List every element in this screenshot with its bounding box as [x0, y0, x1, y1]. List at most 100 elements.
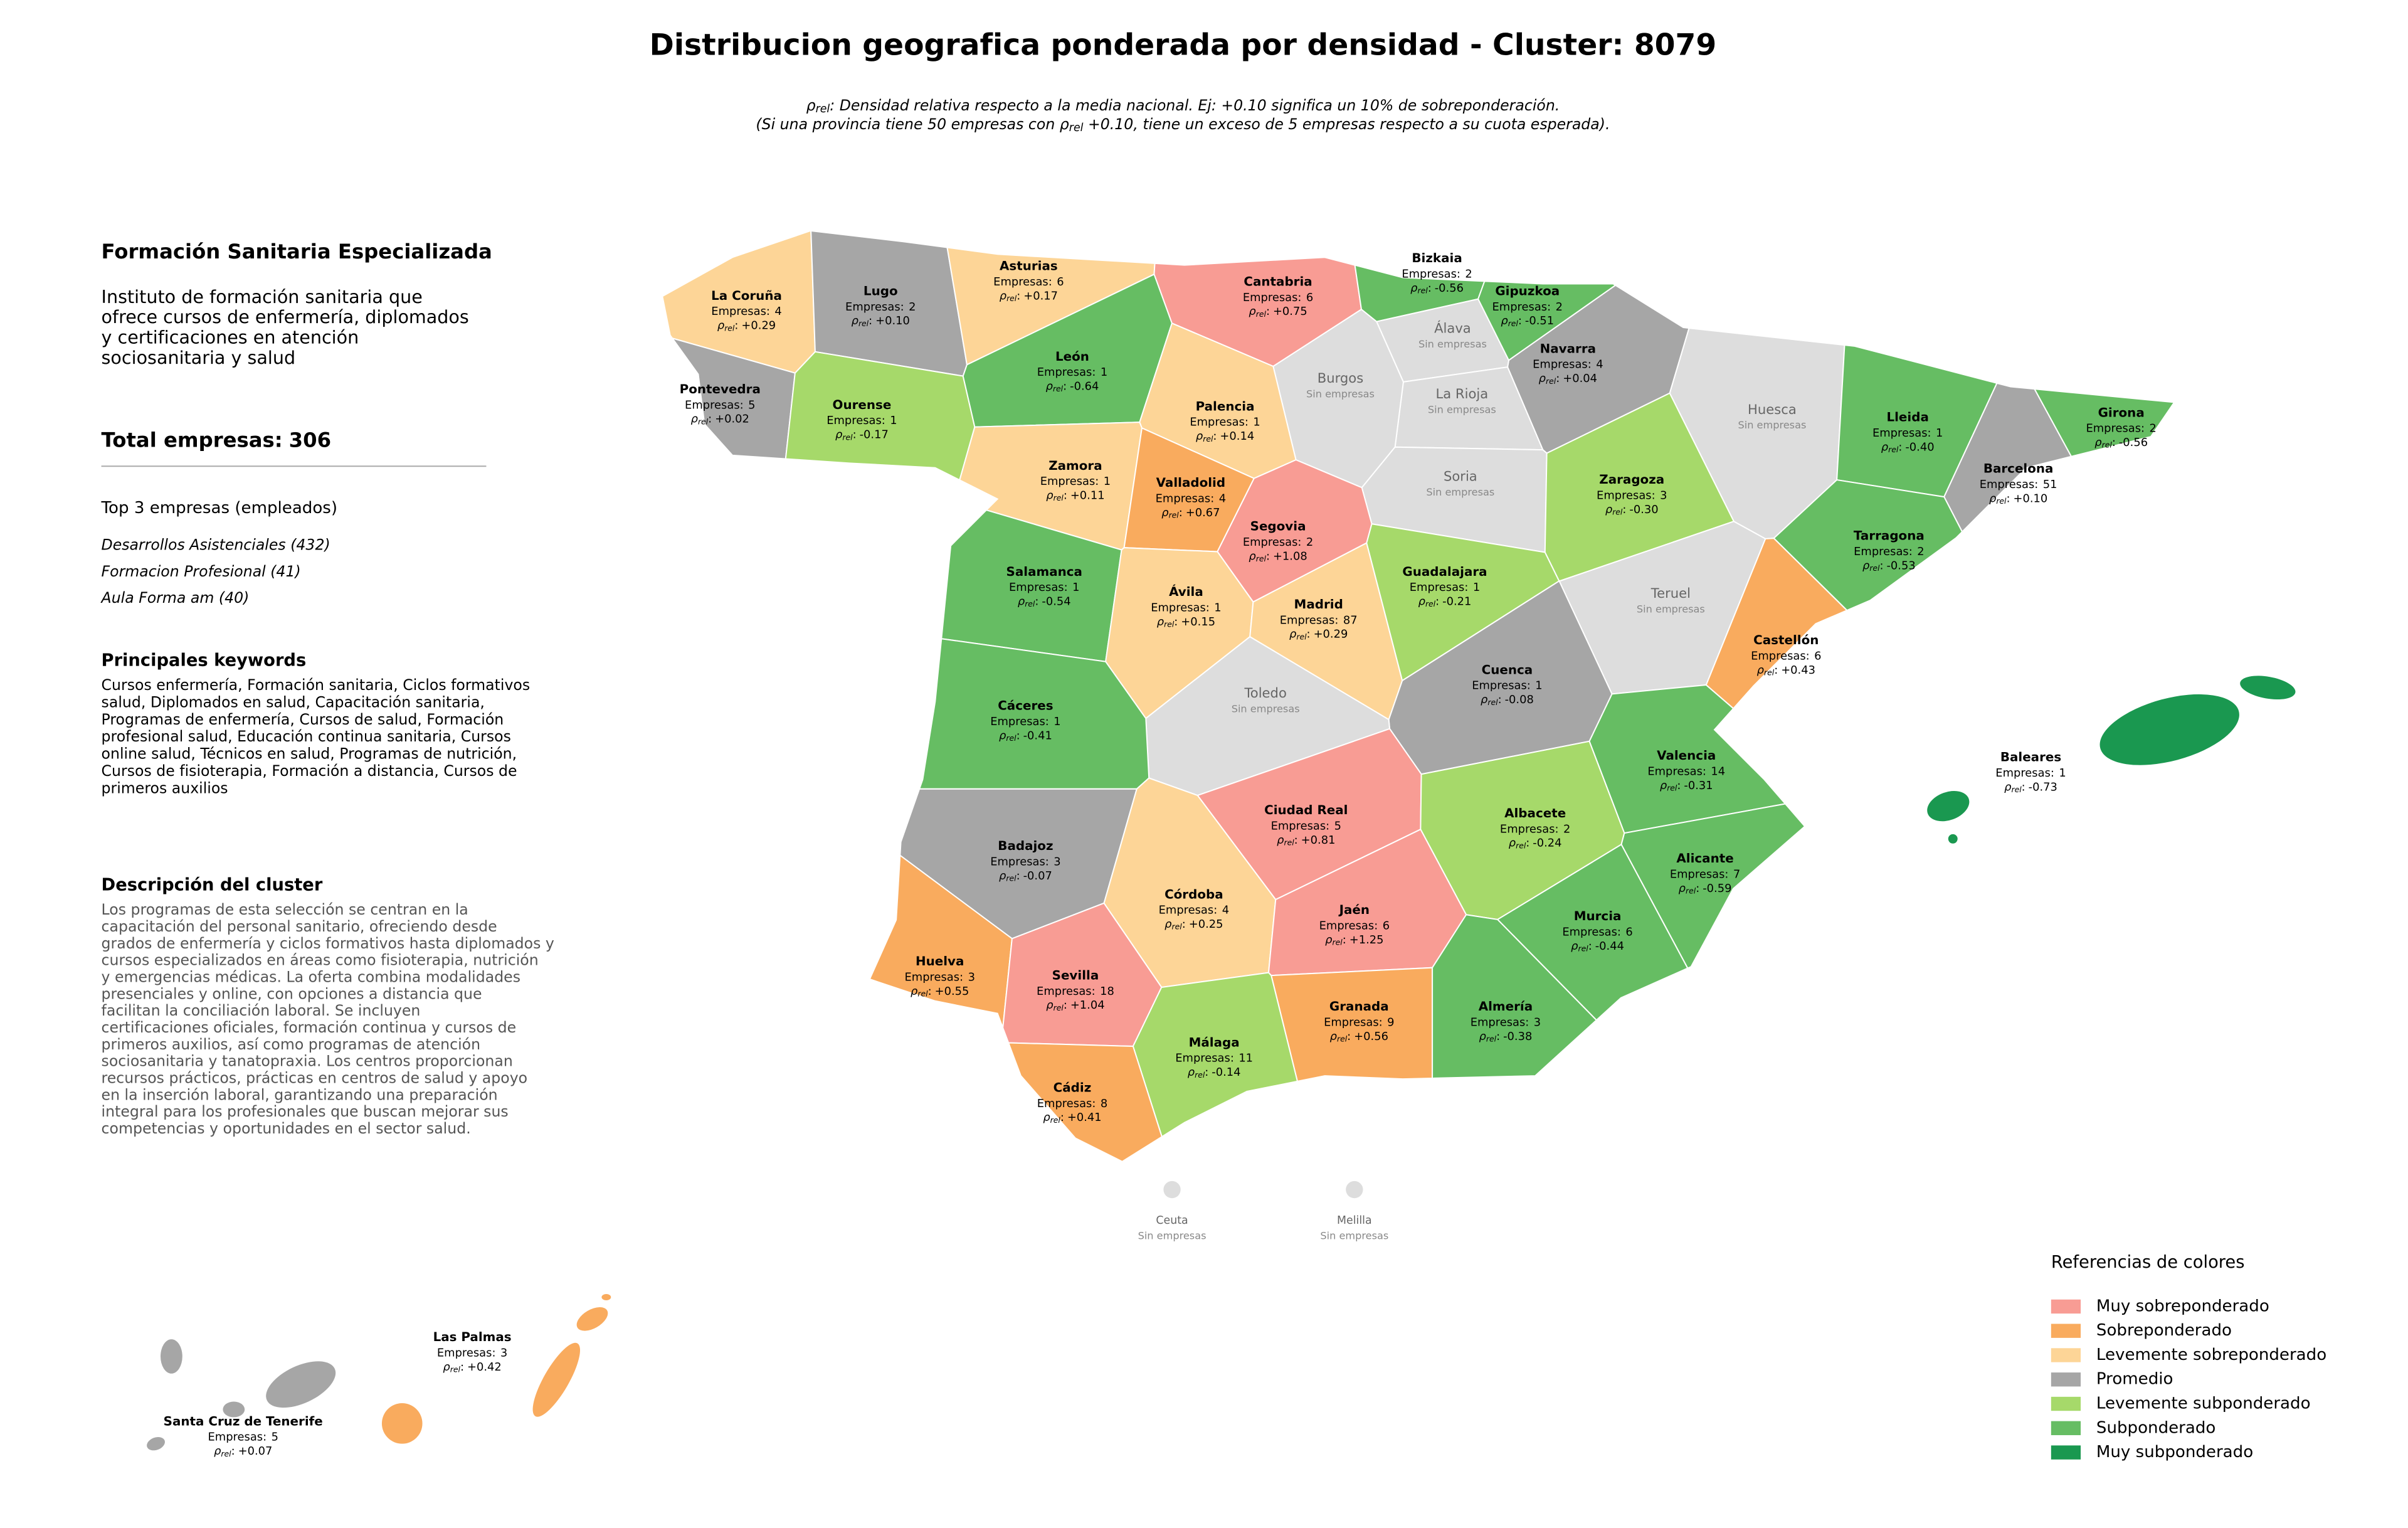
rho: ρrel: +0.02: [691, 413, 749, 426]
no-companies: Sin empresas: [1426, 486, 1494, 498]
companies-value: 1: [1054, 715, 1060, 728]
rho: ρrel: +0.43: [1757, 664, 1815, 677]
rho: ρrel: -0.30: [1605, 503, 1659, 516]
province-name: Toledo: [1244, 685, 1286, 701]
province-name: Melilla: [1337, 1214, 1372, 1227]
rho-sub: rel: [1888, 445, 1899, 454]
intro-line: sociosanitaria y salud: [102, 347, 296, 368]
keywords-line: Programas de enfermería, Cursos de salud…: [102, 711, 504, 728]
province-name: Cádiz: [1054, 1080, 1092, 1095]
rho-sep: :: [1063, 380, 1067, 393]
rho-value: +0.15: [1181, 615, 1215, 629]
keywords-line: salud, Diplomados en salud, Capacitación…: [102, 694, 485, 711]
companies-value: 5: [272, 1431, 278, 1444]
description-line: competencias y oportunidades en el secto…: [102, 1120, 471, 1137]
rho: ρrel: -0.07: [999, 869, 1052, 883]
subtitle-text: (Si una provincia tiene 50 empresas con …: [756, 115, 1069, 132]
rho-symbol: ρ: [1418, 595, 1426, 608]
companies: Empresas: 4: [711, 305, 781, 318]
description-line: integral para los profesionales que busc…: [102, 1103, 509, 1120]
rho-symbol: ρ: [1249, 549, 1256, 563]
rho-value: +0.56: [1354, 1030, 1388, 1043]
rho-value: -0.07: [1023, 869, 1052, 883]
rho: ρrel: +0.29: [1289, 628, 1348, 641]
rho-sep: :: [1064, 999, 1067, 1012]
province-name: Sevilla: [1052, 968, 1099, 983]
province-name: Madrid: [1294, 597, 1343, 612]
subtitle-text: +0.10, tiene un exceso de 5 empresas res…: [1083, 115, 1610, 132]
rho: ρrel: -0.56: [1410, 282, 1464, 295]
companies: Empresas: 87: [1280, 613, 1358, 627]
rho: ρrel: +1.04: [1046, 999, 1104, 1012]
sidebar-heading: Formación Sanitaria Especializada: [102, 240, 492, 263]
top-item: Desarrollos Asistenciales (432): [102, 536, 330, 554]
companies: Empresas: 1: [1037, 366, 1107, 379]
companies: Empresas: 2: [1402, 268, 1472, 281]
rho-value: -0.21: [1442, 595, 1471, 608]
rho-value: -0.51: [1525, 314, 1554, 327]
rho-sub: rel: [1050, 1115, 1061, 1124]
no-companies: Sin empresas: [1232, 703, 1300, 715]
rho: ρrel: +0.10: [852, 314, 910, 327]
companies: Empresas: 6: [1751, 650, 1821, 663]
rho-sub: rel: [1054, 1002, 1064, 1012]
rho-sep: :: [1498, 693, 1502, 706]
rho-value: +0.07: [238, 1445, 273, 1458]
companies: Empresas: 6: [1319, 919, 1390, 932]
companies: Empresas: 1: [1151, 601, 1221, 614]
companies-label: Empresas:: [1597, 489, 1656, 502]
keywords-line: Cursos de fisioterapia, Formación a dist…: [102, 762, 517, 780]
enclave-shape: [1163, 1180, 1181, 1199]
companies: Empresas: 3: [437, 1346, 507, 1359]
companies: Empresas: 3: [904, 971, 974, 984]
companies: Empresas: 18: [1037, 985, 1114, 998]
rho-value: +0.10: [2014, 492, 2048, 505]
companies-label: Empresas:: [1670, 867, 1729, 881]
description-line: primeros auxilios, así como programas de…: [102, 1036, 480, 1053]
rho-sub: rel: [1256, 554, 1267, 563]
province-name: León: [1055, 349, 1089, 364]
companies-value: 1: [1101, 366, 1107, 379]
subtitle-text: ρ: [806, 97, 816, 114]
rho-symbol: ρ: [1188, 1066, 1195, 1079]
rho: ρrel: -0.14: [1188, 1066, 1241, 1079]
companies: Empresas: 5: [685, 398, 755, 411]
description-heading: Descripción del cluster: [102, 875, 323, 894]
province-name: Pontevedra: [680, 382, 761, 396]
rho-sub: rel: [1337, 1034, 1348, 1043]
companies-value: 87: [1343, 613, 1358, 627]
companies-value: 5: [748, 398, 755, 411]
companies-value: 1: [1473, 581, 1480, 594]
province-name: Castellón: [1753, 633, 1819, 647]
companies-value: 1: [890, 414, 897, 427]
island-shape: [532, 1342, 581, 1417]
rho-sub: rel: [917, 989, 928, 998]
rho-sep: :: [928, 985, 932, 998]
rho-sub: rel: [1869, 563, 1880, 573]
companies-label: Empresas:: [990, 856, 1049, 869]
companies-label: Empresas:: [1156, 492, 1215, 505]
companies: Empresas: 2: [2086, 422, 2156, 435]
rho-sub: rel: [1667, 783, 1677, 792]
island-shape: [2240, 676, 2296, 700]
companies: Empresas: 7: [1670, 867, 1740, 881]
rho-value: +1.25: [1349, 933, 1384, 947]
companies-value: 6: [1057, 275, 1064, 289]
province-name: Burgos: [1318, 370, 1363, 386]
rho-symbol: ρ: [999, 729, 1006, 742]
companies: Empresas: 14: [1647, 765, 1725, 778]
rho-symbol: ρ: [1325, 933, 1333, 947]
companies: Empresas: 2: [1854, 545, 1924, 558]
companies-value: 2: [1917, 545, 1924, 558]
rho-symbol: ρ: [911, 985, 918, 998]
companies-label: Empresas:: [1472, 679, 1531, 692]
rho-sub: rel: [2102, 440, 2113, 449]
rho-symbol: ρ: [1509, 837, 1516, 850]
province-name: Cantabria: [1244, 275, 1312, 289]
description-line: y emergencias médicas. La oferta combina…: [102, 968, 520, 986]
companies: Empresas: 2: [845, 300, 916, 314]
rho-value: +0.11: [1070, 489, 1105, 502]
rho-symbol: ρ: [1164, 918, 1172, 931]
rho-value: +0.81: [1301, 834, 1336, 847]
